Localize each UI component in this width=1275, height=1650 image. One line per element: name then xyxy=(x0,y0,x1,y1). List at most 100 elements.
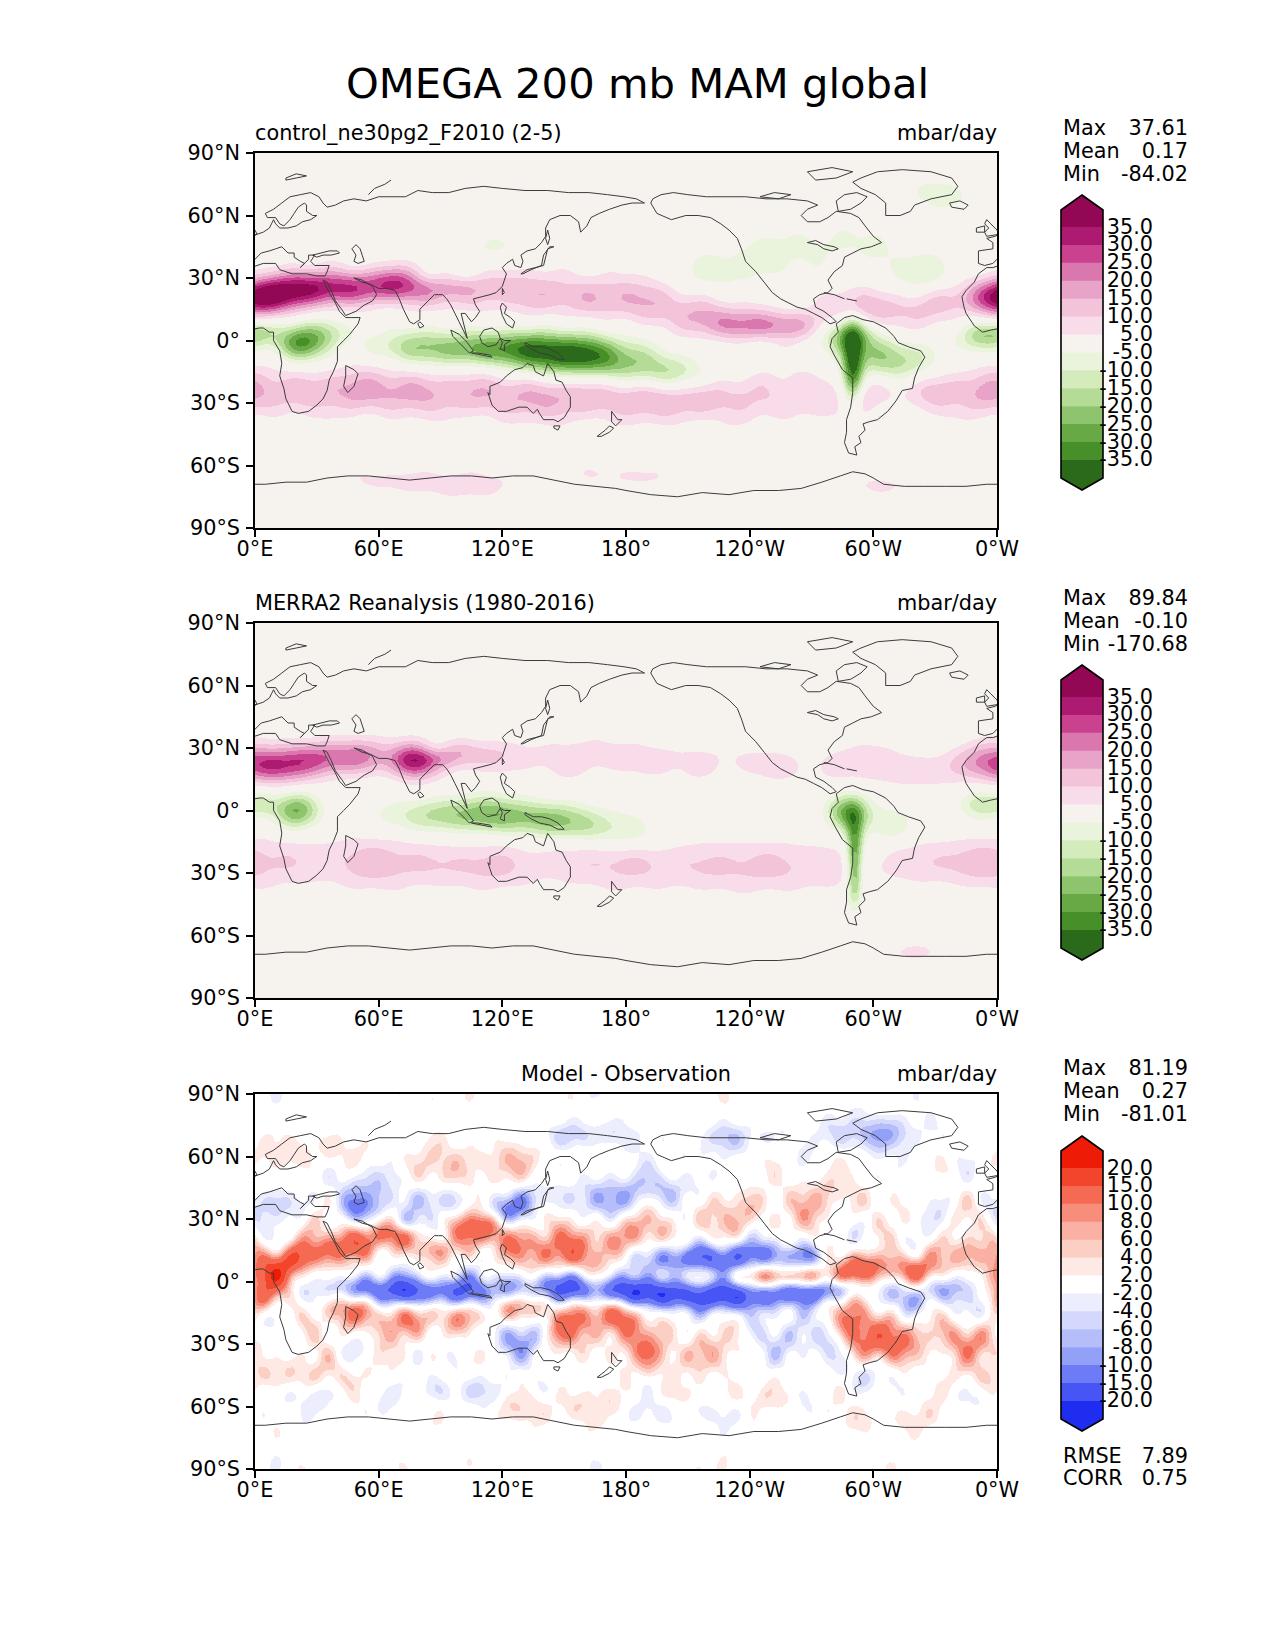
panel1-map xyxy=(253,151,999,530)
lon-tick xyxy=(749,998,751,1007)
lat-tick-label: 60°N xyxy=(160,204,240,228)
lon-tick xyxy=(872,998,874,1007)
lon-tick xyxy=(996,998,998,1007)
stat-label: Max xyxy=(1063,117,1106,139)
stat-value: 0.17 xyxy=(1142,140,1188,162)
lon-tick-label: 120°E xyxy=(452,537,552,561)
lon-tick-label: 0°W xyxy=(947,1478,1047,1502)
figure-title: OMEGA 200 mb MAM global xyxy=(0,62,1275,106)
stat-label: Mean xyxy=(1063,140,1120,162)
colorbar-tick-label: -20.0 xyxy=(1083,1389,1153,1412)
lon-tick-label: 180° xyxy=(576,1478,676,1502)
colorbar-tick-label: -35.0 xyxy=(1083,918,1153,941)
lon-tick-label: 120°W xyxy=(700,1478,800,1502)
stat-label: Min xyxy=(1063,633,1100,655)
panel2-stat-min: Min-170.68 xyxy=(1063,633,1188,655)
lat-tick-label: 30°S xyxy=(160,391,240,415)
lat-tick-label: 0° xyxy=(160,329,240,353)
panel2-stat-max: Max 89.84 xyxy=(1063,587,1188,609)
lon-tick xyxy=(749,1469,751,1478)
lon-tick-label: 120°E xyxy=(452,1007,552,1031)
stat-value: 37.61 xyxy=(1128,117,1188,139)
lat-tick xyxy=(246,622,255,624)
lat-tick xyxy=(246,152,255,154)
lat-tick-label: 30°S xyxy=(160,1332,240,1356)
lon-tick xyxy=(749,528,751,537)
lon-tick xyxy=(378,998,380,1007)
panel3-metric-rmse: RMSE 7.89 xyxy=(1063,1445,1188,1467)
lon-tick xyxy=(625,998,627,1007)
panel1-title: control_ne30pg2_F2010 (2-5) xyxy=(255,120,562,147)
lon-tick xyxy=(501,998,503,1007)
lon-tick-label: 0°E xyxy=(205,1478,305,1502)
lon-tick-label: 60°W xyxy=(823,1478,923,1502)
lon-tick xyxy=(378,528,380,537)
lon-tick-label: 60°W xyxy=(823,537,923,561)
lat-tick xyxy=(246,1218,255,1220)
lat-tick-label: 30°N xyxy=(160,736,240,760)
lon-tick-label: 120°E xyxy=(452,1478,552,1502)
lat-tick-label: 90°S xyxy=(160,986,240,1010)
lat-tick-label: 30°N xyxy=(160,1207,240,1231)
panel2-units-label: mbar/day xyxy=(797,590,997,617)
lat-tick-label: 60°N xyxy=(160,674,240,698)
metric-value: 7.89 xyxy=(1142,1445,1188,1467)
lon-tick-label: 0°E xyxy=(205,537,305,561)
stat-value: 0.27 xyxy=(1142,1080,1188,1102)
lon-tick-label: 180° xyxy=(576,1007,676,1031)
panel1-stat-min: Min -84.02 xyxy=(1063,163,1188,185)
lon-tick xyxy=(872,528,874,537)
lat-tick-label: 0° xyxy=(160,1270,240,1294)
metric-value: 0.75 xyxy=(1142,1467,1188,1489)
lat-tick xyxy=(246,1281,255,1283)
lon-tick-label: 0°W xyxy=(947,537,1047,561)
stat-value: -0.10 xyxy=(1134,610,1188,632)
lat-tick-label: 90°N xyxy=(160,1082,240,1106)
lat-tick-label: 90°S xyxy=(160,1457,240,1481)
lon-tick xyxy=(996,1469,998,1478)
lon-tick-label: 60°W xyxy=(823,1007,923,1031)
stat-label: Min xyxy=(1063,163,1100,185)
lon-tick xyxy=(625,528,627,537)
panel1-units-label: mbar/day xyxy=(797,120,997,147)
lat-tick xyxy=(246,747,255,749)
lat-tick-label: 30°S xyxy=(160,861,240,885)
lat-tick xyxy=(246,935,255,937)
lon-tick xyxy=(501,1469,503,1478)
lon-tick-label: 0°E xyxy=(205,1007,305,1031)
panel3-stat-min: Min-81.01 xyxy=(1063,1103,1188,1125)
lat-tick xyxy=(246,872,255,874)
lat-tick-label: 30°N xyxy=(160,266,240,290)
lat-tick xyxy=(246,465,255,467)
lat-tick xyxy=(246,1406,255,1408)
stat-value: -84.02 xyxy=(1121,163,1188,185)
lat-tick xyxy=(246,527,255,529)
panel3-stat-max: Max81.19 xyxy=(1063,1057,1188,1079)
panel2-stat-mean: Mean -0.10 xyxy=(1063,610,1188,632)
stat-value: 89.84 xyxy=(1128,587,1188,609)
lat-tick-label: 60°N xyxy=(160,1145,240,1169)
lon-tick-label: 0°W xyxy=(947,1007,1047,1031)
lon-tick-label: 60°E xyxy=(329,537,429,561)
lat-tick-label: 90°S xyxy=(160,516,240,540)
lon-tick-label: 120°W xyxy=(700,537,800,561)
lat-tick xyxy=(246,810,255,812)
stat-label: Mean xyxy=(1063,1080,1120,1102)
lat-tick-label: 90°N xyxy=(160,141,240,165)
lat-tick-label: 60°S xyxy=(160,1395,240,1419)
panel3-units-label: mbar/day xyxy=(797,1061,997,1088)
stat-label: Max xyxy=(1063,587,1106,609)
lon-tick xyxy=(378,1469,380,1478)
panel2-title: MERRA2 Reanalysis (1980-2016) xyxy=(255,590,595,617)
metric-label: RMSE xyxy=(1063,1445,1122,1467)
stat-label: Mean xyxy=(1063,610,1120,632)
lon-tick xyxy=(872,1469,874,1478)
panel3-metric-corr: CORR0.75 xyxy=(1063,1467,1188,1489)
panel2-field-canvas xyxy=(255,623,997,998)
panel1-stat-max: Max 37.61 xyxy=(1063,117,1188,139)
lon-tick xyxy=(254,528,256,537)
panel3-map xyxy=(253,1092,999,1471)
lat-tick xyxy=(246,402,255,404)
lon-tick-label: 60°E xyxy=(329,1478,429,1502)
panel1-stat-mean: Mean 0.17 xyxy=(1063,140,1188,162)
